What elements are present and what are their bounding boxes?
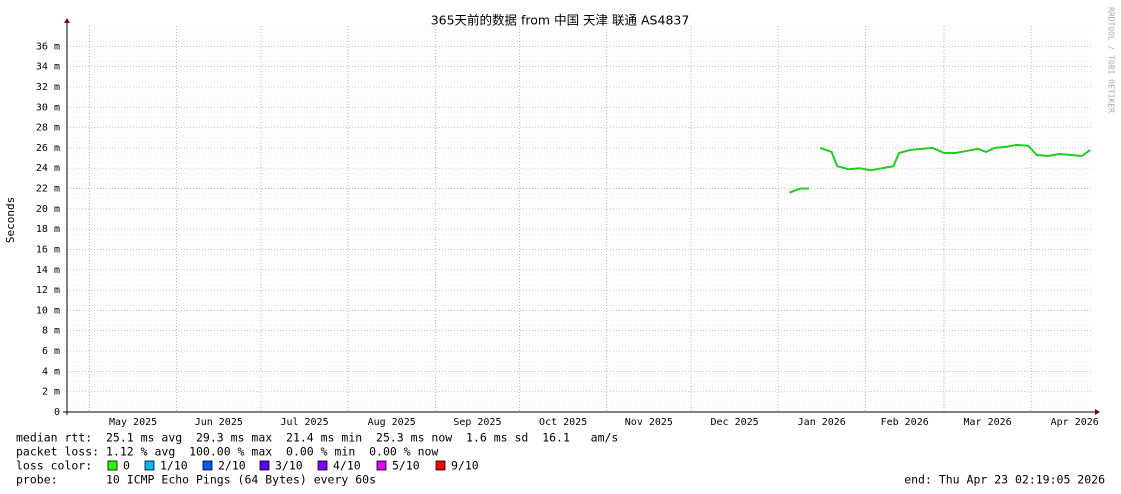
- y-tick-label: 18 m: [36, 224, 60, 235]
- y-tick-label: 30 m: [36, 102, 60, 113]
- legend-swatch: [144, 460, 155, 471]
- y-tick-label: 2 m: [42, 387, 60, 398]
- x-tick-label: Mar 2026: [964, 417, 1012, 428]
- watermark: RRDTOOL / TOBI OETIKER: [1107, 7, 1116, 113]
- x-tick-label: Jun 2025: [195, 417, 243, 428]
- y-tick-label: 12 m: [36, 285, 60, 296]
- legend-label: 3/10: [275, 459, 303, 473]
- axis-arrow: [64, 18, 70, 23]
- stats-loss: packet loss: 1.12 % avg 100.00 % max 0.0…: [16, 445, 438, 459]
- legend-swatch: [107, 460, 118, 471]
- x-tick-label: May 2025: [109, 417, 157, 428]
- median-line: [789, 143, 1091, 194]
- legend-label: 2/10: [218, 459, 246, 473]
- x-tick-label: Sep 2025: [453, 417, 501, 428]
- y-tick-label: 14 m: [36, 265, 60, 276]
- y-tick-label: 28 m: [36, 123, 60, 134]
- chart-title: 365天前的数据 from 中国 天津 联通 AS4837: [431, 13, 690, 28]
- legend-label: 0: [123, 459, 130, 473]
- x-tick-label: Feb 2026: [881, 417, 929, 428]
- legend-swatch: [259, 460, 270, 471]
- axis-arrow: [1095, 409, 1100, 415]
- legend-label: 4/10: [333, 459, 361, 473]
- y-tick-label: 32 m: [36, 82, 60, 93]
- x-tick-label: Jul 2025: [280, 417, 328, 428]
- x-tick-label: Apr 2026: [1051, 417, 1099, 428]
- y-tick-label: 20 m: [36, 204, 60, 215]
- x-tick-label: Dec 2025: [711, 417, 759, 428]
- end-time: end: Thu Apr 23 02:19:05 2026: [904, 473, 1105, 487]
- legend-swatch: [435, 460, 446, 471]
- stats-median: median rtt: 25.1 ms avg 29.3 ms max 21.4…: [16, 431, 618, 445]
- legend-label: 5/10: [392, 459, 420, 473]
- y-tick-label: 26 m: [36, 143, 60, 154]
- legend-swatch: [317, 460, 328, 471]
- y-tick-label: 0: [54, 407, 60, 418]
- y-tick-label: 16 m: [36, 244, 60, 255]
- legend-swatch: [376, 460, 387, 471]
- legend-swatch: [202, 460, 213, 471]
- y-tick-label: 4 m: [42, 366, 60, 377]
- y-tick-label: 8 m: [42, 326, 60, 337]
- x-tick-label: Oct 2025: [539, 417, 587, 428]
- x-tick-label: Aug 2025: [368, 417, 416, 428]
- y-tick-label: 6 m: [42, 346, 60, 357]
- y-tick-label: 10 m: [36, 305, 60, 316]
- y-axis-label: Seconds: [4, 197, 17, 243]
- x-tick-label: Jan 2026: [798, 417, 846, 428]
- loss-color-label: loss color:: [16, 459, 92, 473]
- probe: probe: 10 ICMP Echo Pings (64 Bytes) eve…: [16, 473, 376, 487]
- x-tick-label: Nov 2025: [625, 417, 673, 428]
- y-tick-label: 24 m: [36, 163, 60, 174]
- y-tick-label: 22 m: [36, 184, 60, 195]
- legend-label: 1/10: [160, 459, 188, 473]
- y-tick-label: 34 m: [36, 62, 60, 73]
- legend-label: 9/10: [451, 459, 479, 473]
- y-tick-label: 36 m: [36, 41, 60, 52]
